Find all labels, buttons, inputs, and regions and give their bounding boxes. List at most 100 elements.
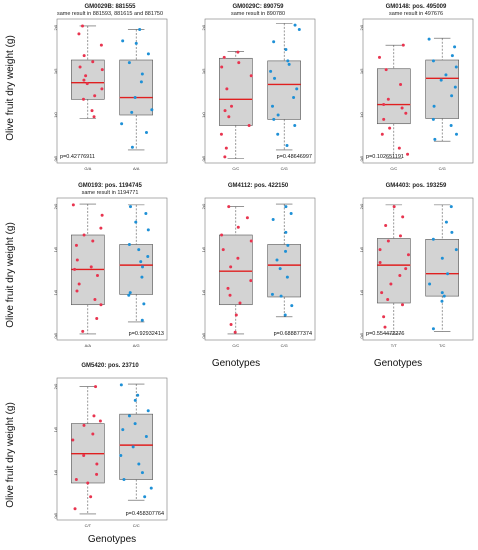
iqr-box	[119, 413, 153, 480]
data-point	[440, 291, 444, 295]
p-value: p=0.554472276	[366, 331, 404, 337]
y-tick-label: 0.5	[359, 332, 364, 338]
x-category-label: A/A	[133, 166, 140, 171]
data-point	[75, 258, 79, 262]
data-point	[227, 115, 231, 119]
data-point	[133, 96, 137, 100]
data-point	[236, 50, 240, 54]
x-axis-label-right: Genotypes	[374, 358, 422, 369]
box-C/G	[267, 203, 302, 318]
y-tick-label: 1.5	[201, 68, 206, 74]
data-point	[127, 61, 131, 65]
iqr-box	[119, 244, 153, 295]
data-point	[292, 96, 296, 100]
iqr-box	[267, 244, 302, 298]
data-point	[293, 123, 297, 127]
data-point	[93, 94, 97, 98]
data-point	[380, 132, 384, 136]
x-category-label: T/T	[391, 343, 398, 348]
data-point	[454, 132, 458, 136]
data-point	[143, 495, 147, 499]
data-point	[230, 104, 234, 108]
data-point	[284, 249, 288, 253]
box-C/G	[267, 23, 302, 151]
data-point	[122, 478, 126, 482]
data-point	[137, 248, 141, 252]
data-point	[446, 272, 450, 276]
data-point	[82, 423, 86, 427]
data-point	[95, 462, 99, 466]
y-tick-label: 1.0	[359, 289, 364, 295]
x-category-label: C/G	[281, 166, 288, 171]
y-tick-label: 1.5	[359, 246, 364, 252]
data-point	[139, 80, 143, 84]
plot-frame	[204, 197, 316, 341]
data-point	[82, 54, 86, 58]
data-point	[237, 61, 241, 65]
data-point	[401, 215, 405, 219]
y-tick-label: 2.0	[53, 24, 58, 30]
y-tick-label: 2.0	[201, 24, 206, 30]
data-point	[383, 325, 387, 329]
data-point	[382, 117, 386, 121]
data-point	[398, 273, 402, 277]
data-point	[295, 87, 299, 91]
data-point	[392, 205, 396, 209]
data-point	[89, 495, 93, 499]
data-point	[130, 110, 134, 114]
iqr-box	[376, 68, 411, 125]
data-point	[131, 445, 135, 449]
x-category-label: C/C	[390, 166, 397, 171]
data-point	[220, 65, 224, 69]
data-point	[378, 248, 382, 252]
iqr-box	[425, 239, 460, 297]
data-point	[138, 27, 142, 31]
x-category-label: G/A	[84, 166, 91, 171]
data-point	[236, 256, 240, 260]
y-tick-label: 1.5	[359, 68, 364, 74]
box-A/A	[71, 203, 105, 335]
y-tick-label: 0.5	[53, 332, 58, 338]
data-point	[276, 132, 280, 136]
y-tick-label: 0.5	[201, 332, 206, 338]
data-point	[286, 59, 290, 63]
data-point	[140, 318, 144, 322]
y-axis-label-row1: Olive fruit dry weight (g)	[5, 35, 16, 141]
data-point	[454, 248, 458, 252]
iqr-box	[425, 59, 460, 119]
data-point	[272, 117, 276, 121]
iqr-box	[219, 57, 253, 126]
data-point	[450, 54, 454, 58]
data-point	[406, 253, 410, 257]
data-point	[92, 115, 96, 119]
data-point	[284, 230, 288, 234]
data-point	[127, 414, 131, 418]
box-C/C	[376, 43, 411, 159]
y-tick-label: 2.0	[201, 203, 206, 209]
data-point	[431, 327, 435, 331]
panel-7: GM5420: pos. 23710 0.5 1.0 1.5 2.0 C/T C/C p=0.…	[53, 363, 168, 528]
iqr-box	[119, 59, 153, 116]
box-C/G	[425, 37, 460, 142]
data-point	[98, 419, 102, 423]
data-point	[227, 205, 231, 209]
data-point	[81, 97, 85, 101]
data-point	[146, 228, 150, 232]
data-point	[225, 87, 229, 91]
panel-title: GM0148: pos. 495009	[386, 4, 447, 10]
data-point	[91, 239, 95, 243]
y-tick-label: 1.0	[53, 469, 58, 475]
data-point	[384, 68, 388, 72]
data-point	[119, 453, 123, 457]
data-point	[226, 286, 230, 290]
data-point	[82, 78, 86, 82]
x-category-label: A/A	[85, 343, 92, 348]
data-point	[121, 39, 125, 43]
data-point	[144, 435, 148, 439]
box-C/C	[219, 50, 253, 159]
plot-frame	[56, 197, 168, 341]
box-G/A	[71, 24, 105, 119]
data-point	[80, 24, 84, 28]
box-C/C	[219, 205, 253, 335]
data-point	[146, 409, 150, 413]
